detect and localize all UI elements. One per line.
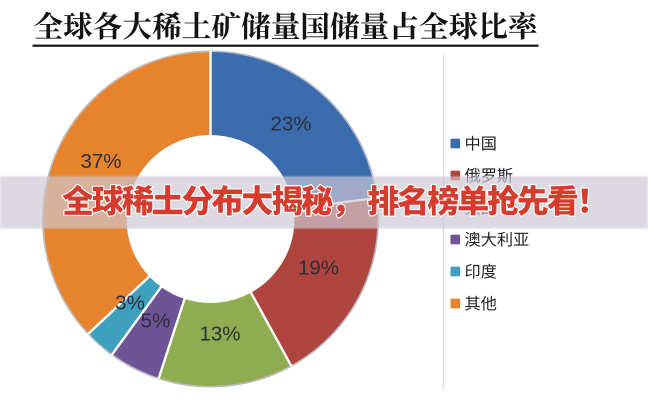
svg-text:23%: 23% (270, 112, 311, 135)
svg-text:13%: 13% (199, 323, 240, 346)
svg-text:19%: 19% (298, 257, 339, 280)
svg-text:5%: 5% (141, 310, 171, 333)
svg-text:3%: 3% (115, 292, 145, 315)
svg-text:37%: 37% (80, 150, 121, 173)
